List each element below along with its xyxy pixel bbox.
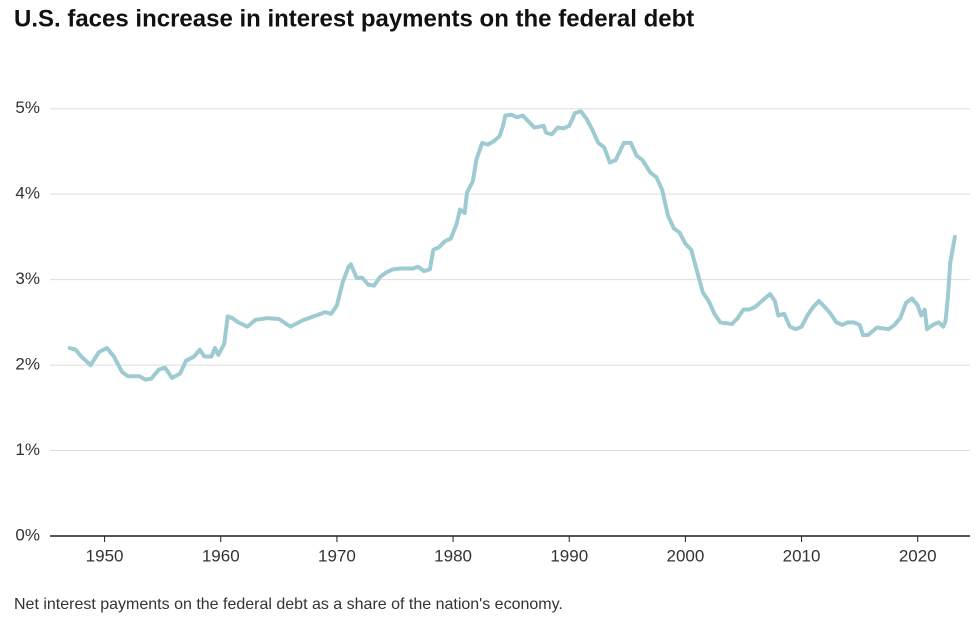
y-tick-label: 5% [15,98,40,117]
x-tick-label: 2000 [666,546,704,565]
x-tick-label: 2020 [899,546,937,565]
caption: Net interest payments on the federal deb… [14,596,563,613]
x-tick-label: 1950 [86,546,124,565]
chart-title: U.S. faces increase in interest payments… [14,5,694,32]
line [67,109,957,382]
x-tick-label: 2010 [783,546,821,565]
y-tick-label: 4% [15,184,40,203]
y-tick-label: 2% [15,355,40,374]
y-tick-label: 3% [15,269,40,288]
y-tick-label: 1% [15,440,40,459]
x-tick-label: 1970 [318,546,356,565]
y-tick-label: 0% [15,525,40,544]
x-tick-label: 1980 [434,546,472,565]
x-tick-label: 1960 [202,546,240,565]
x-tick-label: 1990 [550,546,588,565]
